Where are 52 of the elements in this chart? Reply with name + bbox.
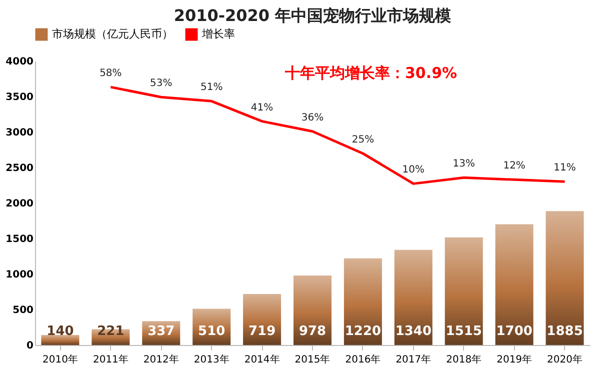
data-label: 12% [503,160,526,172]
y-tick-label: 3500 [6,92,34,103]
chart-title: 2010-2020 年中国宠物行业市场规模 [174,6,452,25]
y-tick-label: 0 [26,340,34,352]
legend-label: 市场规模（亿元人民币） [52,28,173,41]
bar [394,250,432,345]
data-label: 1700 [496,324,532,339]
bar [546,211,584,345]
y-tick-label: 3000 [6,128,34,138]
data-label: 719 [248,324,276,339]
x-tick-label: 2011年 [92,354,128,366]
x-tick-label: 2019年 [496,354,532,366]
bar [495,224,534,345]
x-tick-label: 2010年 [42,354,78,366]
data-label: 1885 [546,324,583,339]
data-label: 25% [352,134,374,146]
annotation: 十年平均增长率：30.9% [284,64,458,82]
data-label: 58% [100,68,122,80]
data-label: 36% [301,112,324,124]
data-label: 1220 [344,324,382,339]
data-label: 1515 [446,324,482,339]
bar [344,258,382,345]
x-tick-label: 2018年 [446,354,482,366]
bar [444,237,483,345]
x-tick-label: 2012年 [143,354,179,366]
x-tick-label: 2015年 [294,354,330,366]
data-label: 140 [46,324,74,339]
y-tick-label: 1500 [6,234,34,245]
y-tick-label: 500 [12,305,34,316]
data-label: 53% [150,78,172,90]
x-tick-label: 2016年 [345,354,381,366]
bar [294,276,332,345]
x-tick-label: 2017年 [396,354,432,366]
bar [243,294,282,345]
data-label: 13% [452,158,475,170]
data-label: 510 [198,324,226,339]
data-label: 41% [250,102,274,114]
y-tick-label: 2000 [6,198,34,210]
data-label: 10% [402,164,425,176]
y-tick-label: 4000 [6,56,34,68]
bar [41,335,80,345]
x-tick-label: 2020年 [547,354,582,366]
data-label: 978 [298,324,326,339]
data-label: 51% [200,82,223,94]
y-tick-label: 2500 [6,163,34,174]
legend-label: 增长率 [201,28,235,41]
x-tick-label: 2014年 [244,354,280,366]
x-tick-label: 2013年 [194,354,230,366]
data-label: 1340 [395,324,432,339]
data-label: 11% [554,162,576,174]
y-tick-label: 1000 [6,270,34,280]
data-label: 337 [148,324,175,339]
